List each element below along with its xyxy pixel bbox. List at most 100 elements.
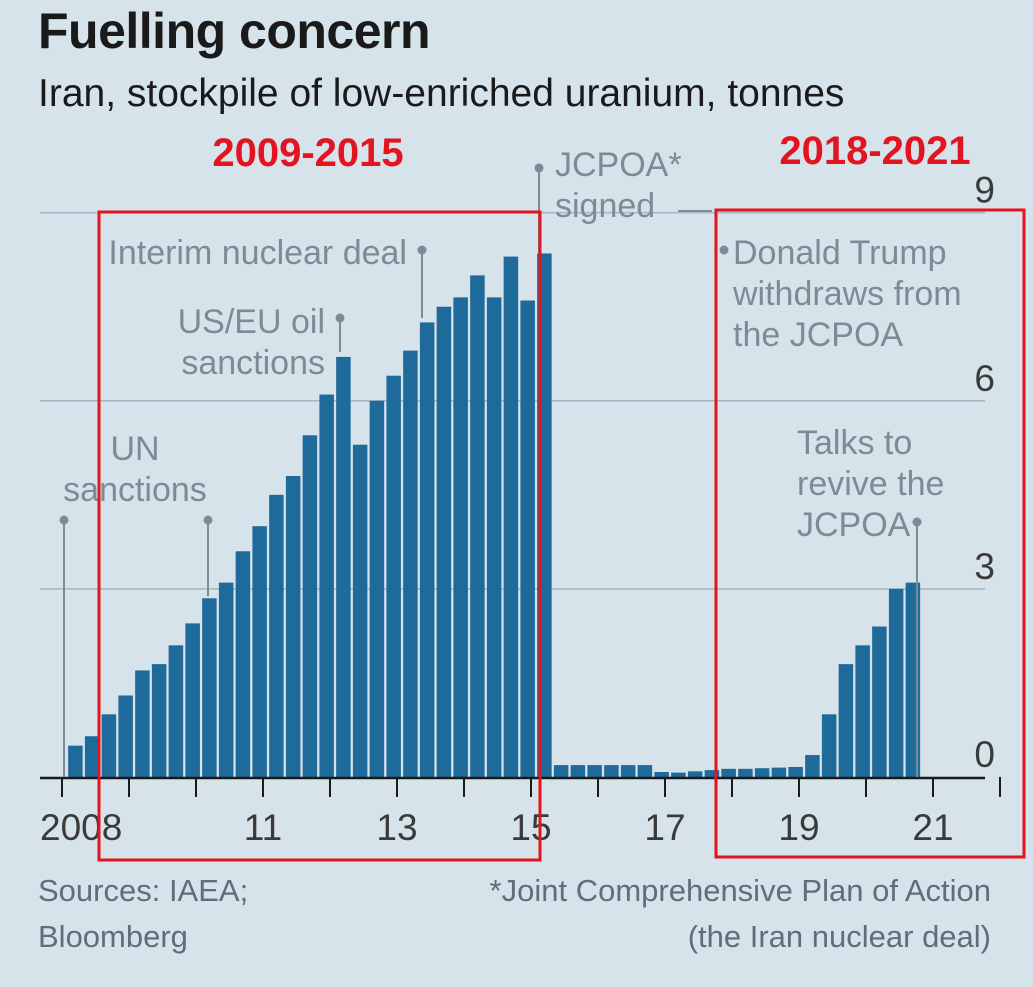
highlight-box [97, 210, 542, 862]
annotation-dot [335, 313, 345, 323]
bar [252, 526, 267, 777]
bar [503, 256, 519, 778]
bar [235, 551, 251, 777]
bar [336, 356, 351, 777]
x-tick-label: 17 [644, 807, 685, 848]
x-tick-label: 19 [778, 807, 819, 848]
bar [654, 771, 669, 777]
bar [202, 598, 217, 777]
bar [218, 582, 234, 777]
annotation-line: Talks to [797, 424, 912, 462]
annotation-line: Interim nuclear deal [108, 234, 407, 272]
annotation-line: US/EU oil [178, 303, 325, 341]
bar [704, 770, 720, 777]
bar [520, 300, 535, 777]
chart-title: Fuelling concern [38, 3, 431, 59]
bar [319, 394, 334, 777]
bar [185, 623, 200, 777]
annotation-label: JCPOA* signed [555, 146, 682, 225]
y-tick-label: 9 [974, 170, 995, 211]
bar [386, 375, 401, 777]
annotation-label: Talks to revive the JCPOA [797, 424, 944, 544]
bar [888, 588, 904, 777]
bar [687, 771, 703, 777]
bar [637, 765, 653, 777]
bar [168, 645, 184, 777]
bar [570, 765, 586, 777]
footnote-line-1: *Joint Comprehensive Plan of Action [489, 873, 991, 908]
annotation-line: sanctions [63, 471, 207, 509]
bar [151, 664, 167, 777]
sources-note: Sources: IAEA; Bloomberg [38, 868, 248, 960]
bar [118, 695, 133, 777]
bar [352, 444, 368, 777]
highlight-box [714, 208, 1026, 859]
bar [486, 297, 502, 777]
bar [671, 772, 686, 777]
x-tick-label: 2008 [40, 807, 122, 848]
x-tick-label: 15 [510, 807, 551, 848]
bar [453, 297, 468, 777]
bar [821, 714, 837, 777]
annotation-label: UN sanctions [63, 430, 207, 509]
highlight-label: 2009-2015 [212, 131, 403, 175]
bar [369, 400, 385, 777]
annotation-line: revive the [797, 465, 944, 503]
bar [302, 435, 318, 777]
annotation-dot [59, 515, 69, 525]
bar [84, 736, 100, 777]
y-tick-label: 0 [974, 734, 995, 775]
bar [872, 626, 887, 777]
bar [403, 350, 418, 777]
annotation-dot [534, 163, 544, 173]
bars [68, 253, 921, 778]
annotation-line: withdraws from [732, 275, 962, 313]
footnote: *Joint Comprehensive Plan of Action (the… [490, 868, 991, 960]
annotation-line: sanctions [181, 344, 325, 382]
bar [285, 476, 301, 777]
bar [553, 765, 569, 777]
annotation-line: signed [555, 187, 655, 225]
annotation-line: the JCPOA [733, 316, 903, 354]
bar [135, 670, 150, 777]
y-tick-label: 6 [974, 358, 995, 399]
source-line-2: Bloomberg [38, 919, 188, 954]
footnote-line-2: (the Iran nuclear deal) [687, 919, 991, 954]
bar [838, 664, 854, 777]
x-axis: 2008 11 13 15 17 19 21 [40, 776, 1001, 848]
bar [587, 765, 602, 777]
bar [436, 306, 452, 777]
bar [788, 766, 803, 777]
bar [620, 765, 636, 777]
annotation-label: Donald Trump withdraws from the JCPOA [732, 234, 962, 354]
x-tick-label: 21 [912, 807, 953, 848]
bar [470, 275, 485, 777]
bar [68, 745, 83, 777]
bar [101, 714, 117, 777]
bar [855, 645, 870, 777]
bar [604, 765, 619, 777]
x-tick-label: 11 [244, 807, 282, 848]
bar [754, 768, 770, 777]
annotation-dot [417, 245, 427, 255]
annotation-line: UN [110, 430, 159, 468]
highlight-label: 2018-2021 [779, 129, 970, 173]
bar [721, 768, 736, 777]
bar [738, 768, 753, 777]
bar [269, 494, 284, 777]
y-tick-label: 3 [974, 546, 995, 587]
highlight-boxes: 2009-2015 2018-2021 [97, 129, 1026, 862]
annotation-label: US/EU oil sanctions [178, 303, 325, 382]
annotation-dot [912, 517, 922, 527]
source-line-1: Sources: IAEA; [38, 873, 249, 908]
annotation-line: Donald Trump [733, 234, 947, 272]
annotation-label: Interim nuclear deal [108, 234, 407, 272]
annotation-line: JCPOA* [555, 146, 682, 184]
x-tick-label: 13 [376, 807, 417, 848]
bar [771, 767, 787, 777]
bar [805, 755, 820, 777]
annotation-line: JCPOA [797, 506, 911, 544]
chart-subtitle: Iran, stockpile of low-enriched uranium,… [38, 72, 845, 115]
